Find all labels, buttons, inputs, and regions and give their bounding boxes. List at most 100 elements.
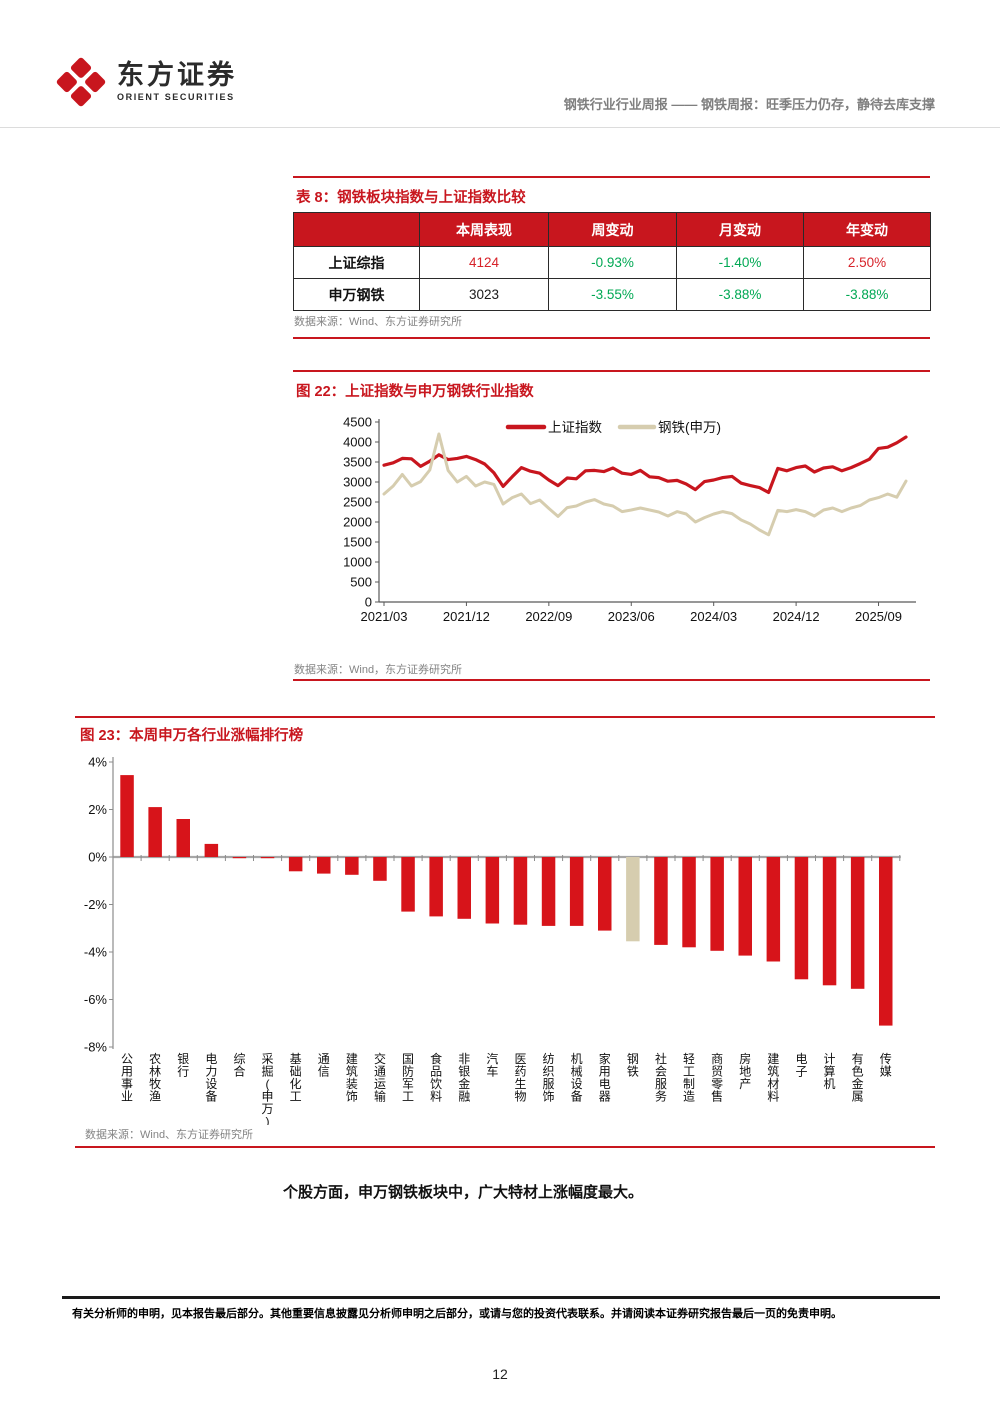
bar-item <box>345 857 359 875</box>
y-tick-label: 2000 <box>343 515 372 530</box>
x-category-label: 计算机 <box>824 1052 836 1091</box>
y-tick-label: 1500 <box>343 535 372 550</box>
x-category-label: 房地产 <box>739 1051 751 1091</box>
table8-header-row: 本周表现 周变动 月变动 年变动 <box>293 212 931 247</box>
bar-item <box>569 857 584 926</box>
orient-diamond-icon <box>56 57 106 107</box>
x-category-label: 家用电器 <box>599 1051 611 1104</box>
x-category-label: 有色金属 <box>852 1052 864 1104</box>
table8-header-month-chg: 月变动 <box>676 212 804 247</box>
table8-bottom-rule <box>293 337 930 339</box>
x-category-label: 国防军工 <box>402 1052 414 1104</box>
x-tick-label: 2021/03 <box>361 609 408 624</box>
y-tick-label: -8% <box>84 1040 108 1055</box>
header-divider <box>0 127 1000 128</box>
y-tick-label: 0% <box>88 850 107 865</box>
x-category-label: 采掘(申万) <box>262 1052 274 1125</box>
fig23-top-rule <box>75 716 935 718</box>
bar-item <box>429 857 443 917</box>
cell-month-chg: -1.40% <box>676 246 804 279</box>
y-tick-label: 500 <box>350 575 372 590</box>
table-row: 申万钢铁 3023 -3.55% -3.88% -3.88% <box>293 278 931 311</box>
series-line-steel <box>382 432 908 537</box>
bar-item <box>204 843 219 857</box>
y-tick-label: 0 <box>365 595 372 610</box>
cell-week-perf: 4124 <box>419 246 549 279</box>
bar-item <box>232 857 247 859</box>
x-category-label: 公用事业 <box>121 1052 133 1104</box>
fig22-line-chart: 0 500 1000 1500 2000 2500 3000 3500 4000 4500 2021… <box>343 415 916 624</box>
x-category-label: 医药生物 <box>514 1052 526 1104</box>
fig22-bottom-rule <box>293 679 930 681</box>
table-row: 上证综指 4124 -0.93% -1.40% 2.50% <box>293 246 931 279</box>
fig22-source: 数据来源：Wind，东方证券研究所 <box>294 664 463 676</box>
x-tick-label: 2023/06 <box>608 609 655 624</box>
table8-title: 表 8：钢铁板块指数与上证指数比较 <box>296 190 526 206</box>
x-category-label: 钢铁 <box>627 1052 639 1079</box>
x-category-label: 电子 <box>795 1052 807 1079</box>
bar-item <box>879 857 893 1026</box>
bar-item <box>710 857 724 951</box>
bar-item <box>288 857 303 872</box>
fig23-source: 数据来源：Wind、东方证券研究所 <box>85 1129 254 1141</box>
x-category-label: 基础化工 <box>290 1052 302 1104</box>
fig22-title: 图 22：上证指数与申万钢铁行业指数 <box>296 384 534 400</box>
x-category-label: 农林牧渔 <box>149 1052 161 1104</box>
bar-item <box>176 819 190 857</box>
cell-week-perf: 3023 <box>419 278 549 311</box>
bar-item <box>794 857 809 980</box>
bar-item <box>317 857 331 874</box>
bar-item <box>541 857 556 926</box>
bar-item <box>260 857 275 859</box>
table8: 本周表现 周变动 月变动 年变动 上证综指 4124 -0.93% -1.40%… <box>293 212 931 311</box>
x-tick-label: 2024/12 <box>773 609 820 624</box>
y-tick-label: 2500 <box>343 495 372 510</box>
bar-item <box>373 857 387 881</box>
report-title: 钢铁行业行业周报 —— 钢铁周报：旺季压力仍存，静待去库支撑 <box>563 97 935 112</box>
bar-item <box>598 857 612 931</box>
bar-item <box>738 857 752 956</box>
page-number: 12 <box>492 1366 508 1382</box>
y-tick-label: 4000 <box>343 435 372 450</box>
x-category-label: 非银金融 <box>458 1052 470 1104</box>
brand-logo: 东方证券 ORIENT SECURITIES <box>55 56 237 108</box>
y-tick-label: 3500 <box>343 455 372 470</box>
x-category-label: 汽车 <box>486 1051 498 1079</box>
y-tick-label: 4% <box>88 755 107 770</box>
brand-name-en: ORIENT SECURITIES <box>117 92 235 102</box>
x-category-label: 机械设备 <box>571 1052 583 1104</box>
x-tick-label: 2022/09 <box>525 609 572 624</box>
x-category-label: 传媒 <box>880 1051 892 1079</box>
bar-item <box>766 857 781 962</box>
x-tick-label: 2021/12 <box>443 609 490 624</box>
brand-name-cn: 东方证券 <box>117 60 237 90</box>
bar-highlight <box>626 857 640 942</box>
footer-disclaimer: 有关分析师的申明，见本报告最后部分。其他重要信息披露见分析师申明之后部分，或请与… <box>72 1308 842 1320</box>
y-tick-label: 1000 <box>343 555 372 570</box>
y-tick-label: -2% <box>84 897 108 912</box>
x-tick-label: 2025/09 <box>855 609 902 624</box>
bar-item <box>850 857 865 989</box>
x-category-label: 交通运输 <box>374 1051 386 1104</box>
y-tick-label: 4500 <box>343 415 372 430</box>
table8-header-year-chg: 年变动 <box>803 212 931 247</box>
bar-item <box>682 857 696 948</box>
x-category-label: 银行 <box>177 1052 189 1079</box>
bar-item <box>513 857 528 925</box>
x-category-label: 综合 <box>233 1052 245 1079</box>
x-tick-label: 2024/03 <box>690 609 737 624</box>
y-tick-label: 3000 <box>343 475 372 490</box>
legend-label: 上证指数 <box>548 420 602 435</box>
cell-year-chg: 2.50% <box>803 246 931 279</box>
table8-header-blank <box>293 212 420 247</box>
fig23-title: 图 23：本周申万各行业涨幅排行榜 <box>80 728 304 744</box>
x-category-label: 电力设备 <box>205 1052 217 1104</box>
y-tick-label: -6% <box>84 992 108 1007</box>
x-category-label: 社会服务 <box>655 1051 667 1104</box>
x-category-label: 食品饮料 <box>430 1051 442 1104</box>
body-paragraph: 个股方面，申万钢铁板块中，广大特材上涨幅度最大。 <box>283 1184 644 1201</box>
fig23-bottom-rule <box>75 1146 935 1148</box>
fig22-top-rule <box>293 370 930 372</box>
cell-year-chg: -3.88% <box>803 278 931 311</box>
